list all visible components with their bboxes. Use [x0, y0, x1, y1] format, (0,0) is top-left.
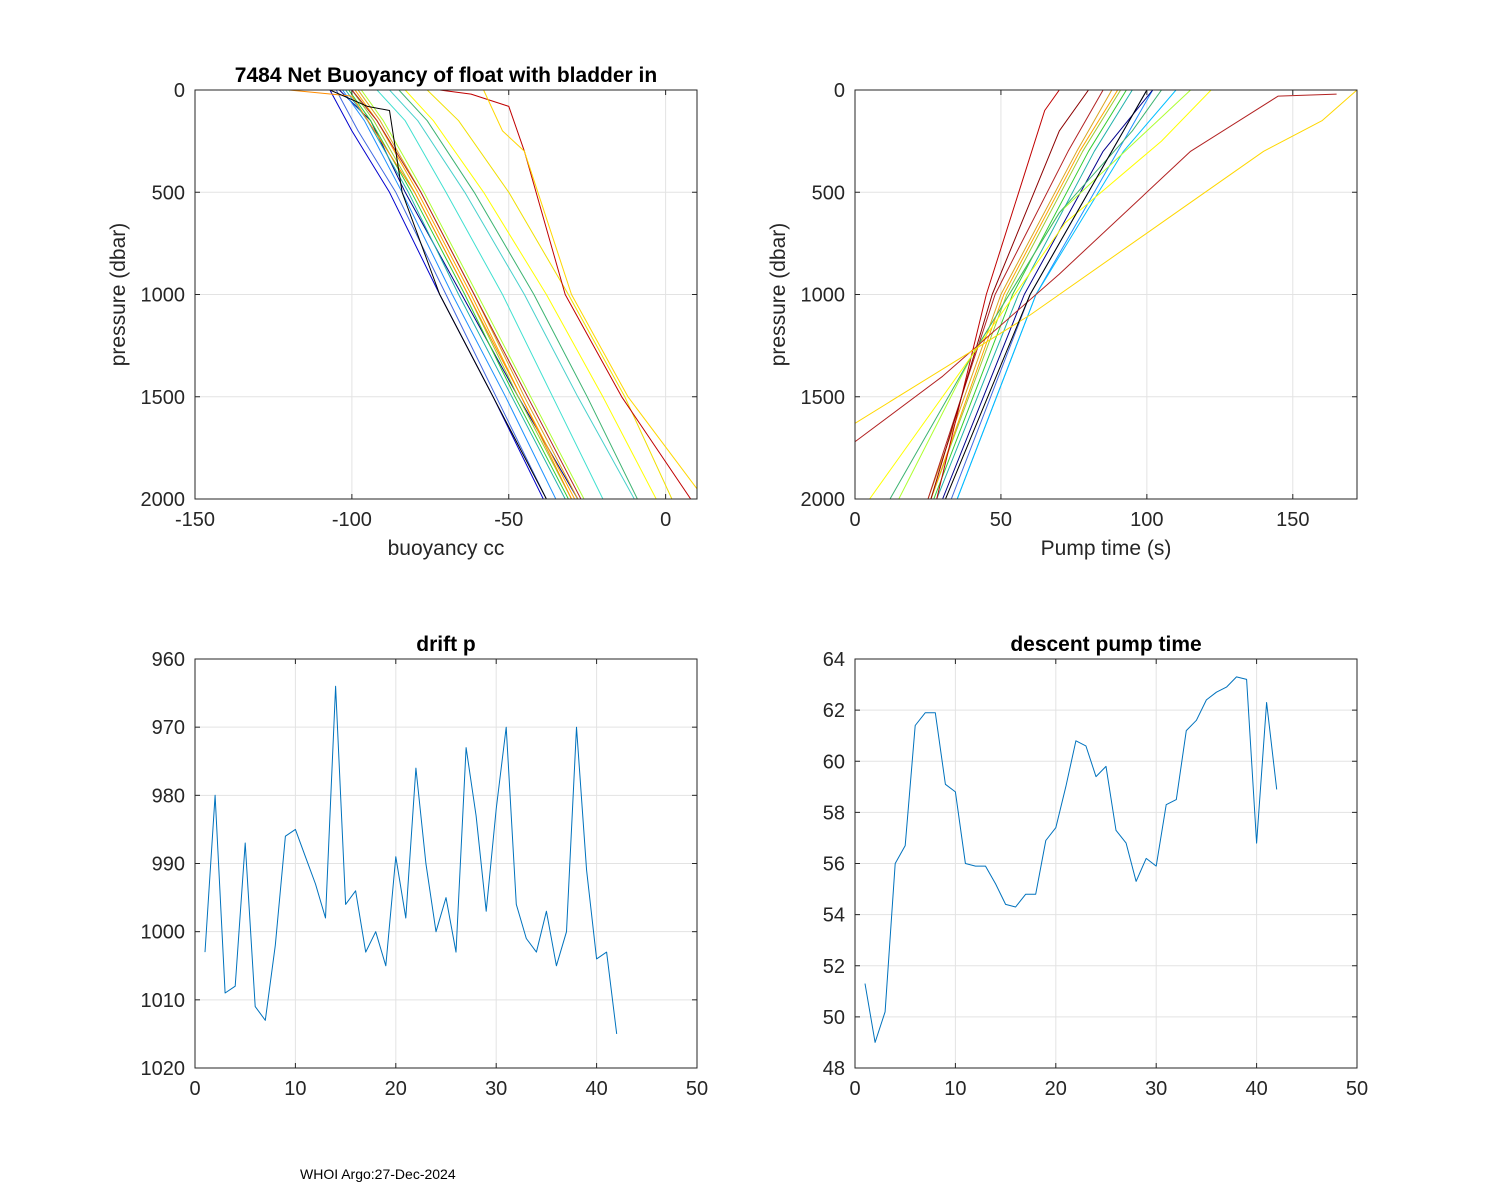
x-tick-label: 150 — [1276, 509, 1309, 531]
series-group — [289, 90, 697, 499]
series-line-8 — [930, 90, 1119, 499]
y-tick-label: 960 — [152, 649, 185, 671]
y-tick-label: 1500 — [801, 387, 846, 409]
x-tick-label: 0 — [849, 1078, 860, 1100]
footer-date-label: WHOI Argo:27-Dec-2024 — [300, 1166, 456, 1182]
y-tick-label: 1000 — [141, 922, 186, 944]
y-axis-label: pressure (dbar) — [107, 223, 130, 367]
x-tick-label: 30 — [1145, 1078, 1167, 1100]
x-tick-label: 50 — [990, 509, 1012, 531]
x-tick-label: 40 — [1245, 1078, 1267, 1100]
y-tick-label: 1020 — [141, 1058, 186, 1080]
chart-buoyancy: -150 -100 -50 0 0 500 1000 1500 2000 7484 Net Buo… — [107, 64, 698, 560]
y-tick-label: 52 — [823, 956, 845, 978]
y-tick-label: 60 — [823, 751, 845, 773]
y-tick-label: 500 — [152, 182, 185, 204]
y-tick-label: 2000 — [141, 489, 186, 511]
series-line-18 — [945, 90, 1148, 499]
y-tick-label: 58 — [823, 802, 845, 824]
y-tick-label: 0 — [174, 80, 185, 102]
chart-title: 7484 Net Buoyancy of float with bladder … — [235, 64, 657, 87]
series-line-12 — [360, 90, 585, 499]
y-tick-label: 2000 — [801, 489, 846, 511]
x-tick-label: 30 — [485, 1078, 507, 1100]
series-line-16 — [404, 90, 657, 499]
series-group — [864, 676, 1278, 1043]
x-tick-label: -50 — [494, 509, 523, 531]
x-tick-label: -150 — [175, 509, 215, 531]
series-line-5 — [936, 90, 1133, 499]
x-tick-label: 0 — [660, 509, 671, 531]
y-tick-label: 1000 — [801, 285, 846, 307]
y-tick-label: 1010 — [141, 990, 186, 1012]
series-line-13 — [376, 90, 604, 499]
series-line-5 — [345, 90, 566, 499]
series-line-12 — [930, 90, 1089, 499]
series-line-15 — [869, 90, 1212, 499]
series-line-15 — [398, 90, 638, 499]
x-axis-label: Pump time (s) — [1041, 537, 1172, 560]
x-tick-label: 40 — [585, 1078, 607, 1100]
y-tick-label: 50 — [823, 1007, 845, 1029]
series-group — [855, 90, 1357, 499]
y-axis-label: pressure (dbar) — [767, 223, 790, 367]
x-tick-label: 0 — [849, 509, 860, 531]
series-line-6 — [933, 90, 1127, 499]
series-line-14 — [389, 90, 635, 499]
series-line-4 — [342, 90, 557, 499]
x-tick-label: 10 — [284, 1078, 306, 1100]
series-line-1 — [864, 676, 1278, 1043]
y-tick-label: 64 — [823, 649, 845, 671]
chart-title: descent pump time — [1010, 633, 1201, 656]
series-line-11 — [351, 90, 582, 499]
series-line-3 — [956, 90, 1177, 499]
series-line-6 — [348, 90, 569, 499]
x-tick-label: 20 — [1045, 1078, 1067, 1100]
series-line-14 — [889, 90, 1162, 499]
y-tick-label: 0 — [834, 80, 845, 102]
series-line-20 — [329, 90, 547, 499]
y-tick-label: 1000 — [141, 285, 186, 307]
x-tick-label: 50 — [686, 1078, 708, 1100]
y-tick-label: 56 — [823, 854, 845, 876]
x-tick-label: 50 — [1346, 1078, 1368, 1100]
y-tick-label: 970 — [152, 717, 185, 739]
series-line-17 — [855, 90, 1357, 424]
x-axis-label: buoyancy cc — [388, 537, 505, 560]
series-line-1 — [204, 685, 618, 1034]
y-tick-label: 990 — [152, 854, 185, 876]
x-tick-label: 0 — [189, 1078, 200, 1100]
series-line-4 — [942, 90, 1154, 499]
series-line-16 — [855, 93, 1337, 443]
y-tick-label: 980 — [152, 785, 185, 807]
chart-descentpump: 0 10 20 30 40 50 48 50 52 54 56 58 60 62 64 descent pum… — [823, 633, 1368, 1100]
series-line-9 — [927, 90, 1113, 499]
x-tick-label: -100 — [332, 509, 372, 531]
chart-driftp: 0 10 20 30 40 50960970980990100010101020drift… — [141, 633, 709, 1100]
x-tick-label: 100 — [1130, 509, 1163, 531]
y-tick-label: 54 — [823, 905, 845, 927]
y-tick-label: 62 — [823, 700, 845, 722]
y-tick-label: 500 — [812, 182, 845, 204]
series-line-7 — [930, 90, 1122, 499]
x-tick-label: 10 — [944, 1078, 966, 1100]
series-line-19 — [483, 90, 697, 490]
chart-title: drift p — [416, 633, 475, 656]
series-group — [204, 685, 618, 1034]
y-tick-label: 48 — [823, 1058, 845, 1080]
x-tick-label: 20 — [385, 1078, 407, 1100]
y-tick-label: 1500 — [141, 387, 186, 409]
